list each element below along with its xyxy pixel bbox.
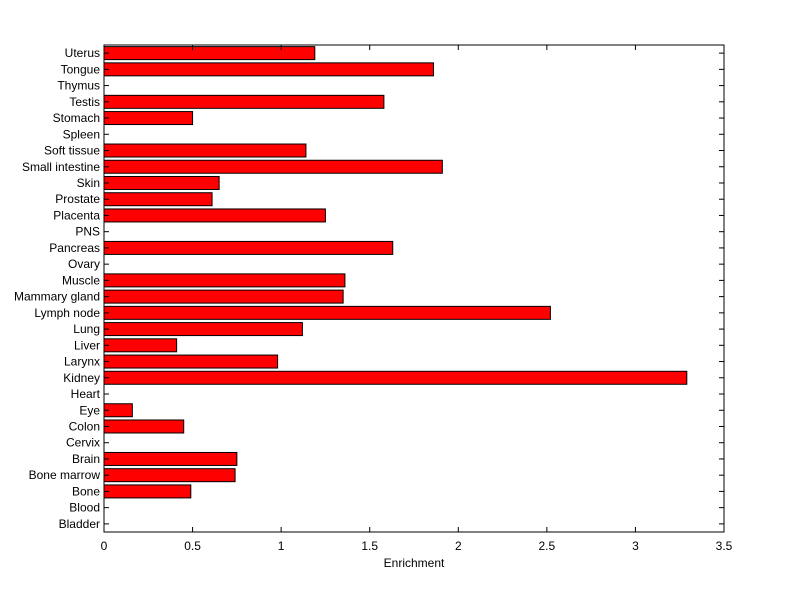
y-tick-label: Liver	[74, 338, 100, 352]
x-tick-label: 1	[278, 539, 285, 553]
y-tick-label: Tongue	[61, 62, 101, 76]
x-tick-label: 1.5	[361, 539, 378, 553]
y-tick-label: Mammary gland	[14, 290, 100, 304]
bar-larynx	[103, 354, 279, 369]
bar-testis	[103, 94, 385, 109]
bar-small-intestine	[103, 159, 443, 174]
bar-prostate	[103, 192, 213, 207]
y-tick-label: Heart	[71, 387, 101, 401]
plot-area-frame	[103, 44, 725, 533]
y-tick-label: Lung	[73, 322, 100, 336]
y-tick-label: Bladder	[59, 517, 100, 531]
ticks-layer	[103, 45, 725, 532]
bar-muscle	[103, 273, 346, 288]
y-tick-label: Muscle	[62, 273, 100, 287]
y-tick-label: Cervix	[66, 436, 100, 450]
bar-tongue	[103, 62, 434, 77]
y-tick-label: Bone marrow	[29, 468, 101, 482]
y-tick-label: Stomach	[53, 111, 100, 125]
y-tick-label: Prostate	[55, 192, 100, 206]
y-tick-label: Testis	[69, 95, 100, 109]
y-tick-label: Ovary	[68, 257, 100, 271]
x-tick-label: 3	[632, 539, 639, 553]
y-tick-label: Spleen	[63, 127, 100, 141]
bar-bone-marrow	[103, 468, 236, 483]
bar-kidney	[103, 370, 688, 385]
y-tick-label: Brain	[72, 452, 100, 466]
y-tick-label: Small intestine	[22, 160, 100, 174]
y-tick-label: Blood	[69, 501, 100, 515]
bar-skin	[103, 175, 220, 190]
bar-lymph-node	[103, 305, 551, 320]
bar-brain	[103, 451, 238, 466]
y-tick-label: Lymph node	[34, 306, 100, 320]
y-tick-label: Pancreas	[49, 241, 100, 255]
y-tick-label: Bone	[72, 484, 100, 498]
bar-mammary-gland	[103, 289, 344, 304]
bar-pancreas	[103, 240, 394, 255]
bar-lung	[103, 322, 303, 337]
y-tick-label: Uterus	[65, 46, 100, 60]
x-tick-label: 0.5	[184, 539, 201, 553]
x-tick-label: 0	[101, 539, 108, 553]
bar-soft-tissue	[103, 143, 307, 158]
y-tick-label: PNS	[75, 225, 100, 239]
y-tick-labels: Bladder Blood Bone Bone marrow Brain Cervix Co…	[14, 46, 101, 531]
bar-colon	[103, 419, 185, 434]
x-tick-label: 2	[455, 539, 462, 553]
x-tick-label: 2.5	[539, 539, 556, 553]
bar-liver	[103, 338, 178, 353]
y-tick-label: Eye	[79, 403, 100, 417]
y-tick-label: Kidney	[63, 371, 100, 385]
y-tick-label: Placenta	[53, 208, 100, 222]
bar-uterus	[103, 46, 316, 61]
bar-placenta	[103, 208, 326, 223]
y-tick-label: Skin	[77, 176, 100, 190]
bars-layer	[103, 46, 688, 499]
x-axis-label: Enrichment	[384, 556, 445, 570]
y-tick-label: Larynx	[64, 355, 100, 369]
y-tick-label: Thymus	[57, 79, 100, 93]
x-tick-label: 3.5	[716, 539, 733, 553]
bar-stomach	[103, 111, 194, 126]
y-tick-label: Soft tissue	[44, 144, 100, 158]
bar-bone	[103, 484, 192, 499]
y-tick-label: Colon	[69, 419, 100, 433]
x-tick-labels: 0 0.5 1 1.5 2 2.5 3 3.5	[101, 539, 733, 553]
